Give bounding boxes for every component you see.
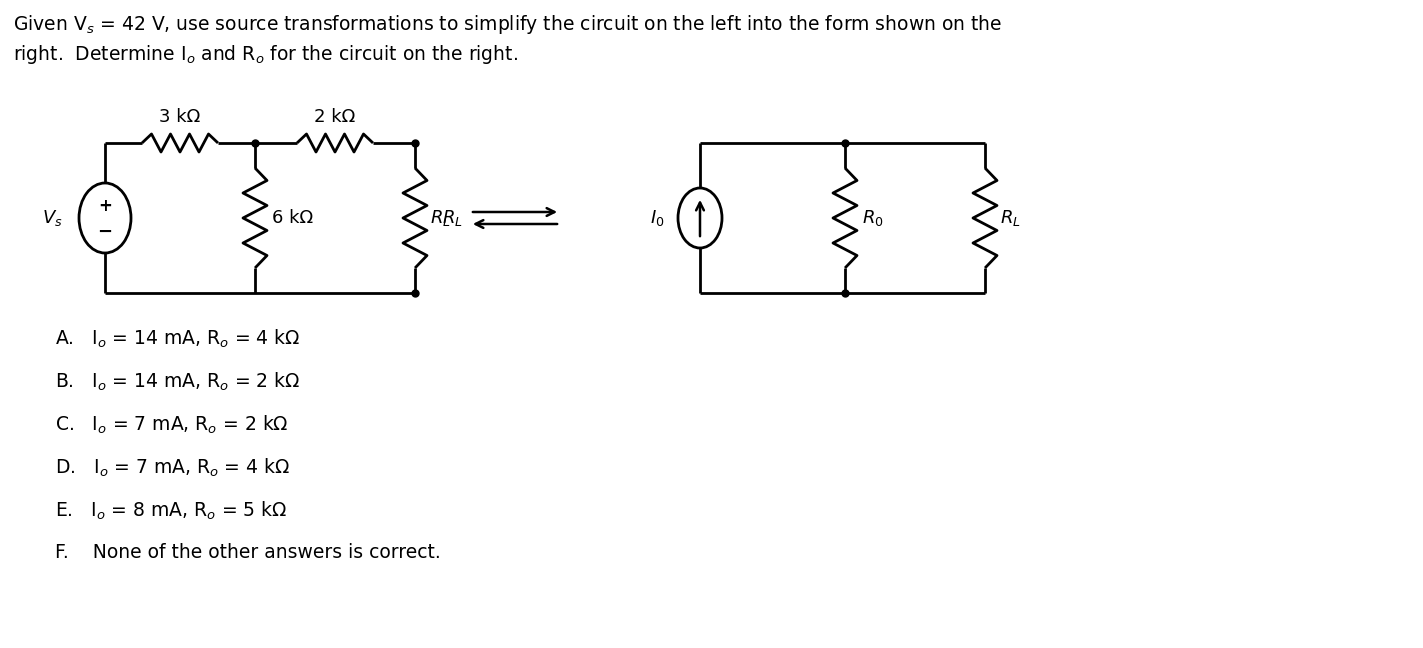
Text: right.  Determine I$_o$ and R$_o$ for the circuit on the right.: right. Determine I$_o$ and R$_o$ for the… <box>13 43 518 66</box>
Text: $I_0$: $I_0$ <box>650 208 665 228</box>
Text: +: + <box>98 197 112 215</box>
Text: $R_L$: $R_L$ <box>430 208 451 228</box>
Text: Given V$_s$ = 42 V, use source transformations to simplify the circuit on the le: Given V$_s$ = 42 V, use source transform… <box>13 13 1002 36</box>
Text: $R_L$: $R_L$ <box>1000 208 1020 228</box>
Text: 2 kΩ: 2 kΩ <box>314 108 356 126</box>
Text: F.    None of the other answers is correct.: F. None of the other answers is correct. <box>55 543 441 562</box>
Text: 3 kΩ: 3 kΩ <box>159 108 201 126</box>
Text: A.   I$_o$ = 14 mA, R$_o$ = 4 kΩ: A. I$_o$ = 14 mA, R$_o$ = 4 kΩ <box>55 328 300 351</box>
Text: $R_0$: $R_0$ <box>862 208 884 228</box>
Text: B.   I$_o$ = 14 mA, R$_o$ = 2 kΩ: B. I$_o$ = 14 mA, R$_o$ = 2 kΩ <box>55 371 300 393</box>
Text: E.   I$_o$ = 8 mA, R$_o$ = 5 kΩ: E. I$_o$ = 8 mA, R$_o$ = 5 kΩ <box>55 500 287 522</box>
Text: $V_s$: $V_s$ <box>43 208 63 228</box>
Text: D.   I$_o$ = 7 mA, R$_o$ = 4 kΩ: D. I$_o$ = 7 mA, R$_o$ = 4 kΩ <box>55 457 290 480</box>
Text: −: − <box>97 223 112 241</box>
Text: $R_L$: $R_L$ <box>443 208 462 228</box>
Text: 6 kΩ: 6 kΩ <box>272 209 313 227</box>
Text: C.   I$_o$ = 7 mA, R$_o$ = 2 kΩ: C. I$_o$ = 7 mA, R$_o$ = 2 kΩ <box>55 414 289 436</box>
